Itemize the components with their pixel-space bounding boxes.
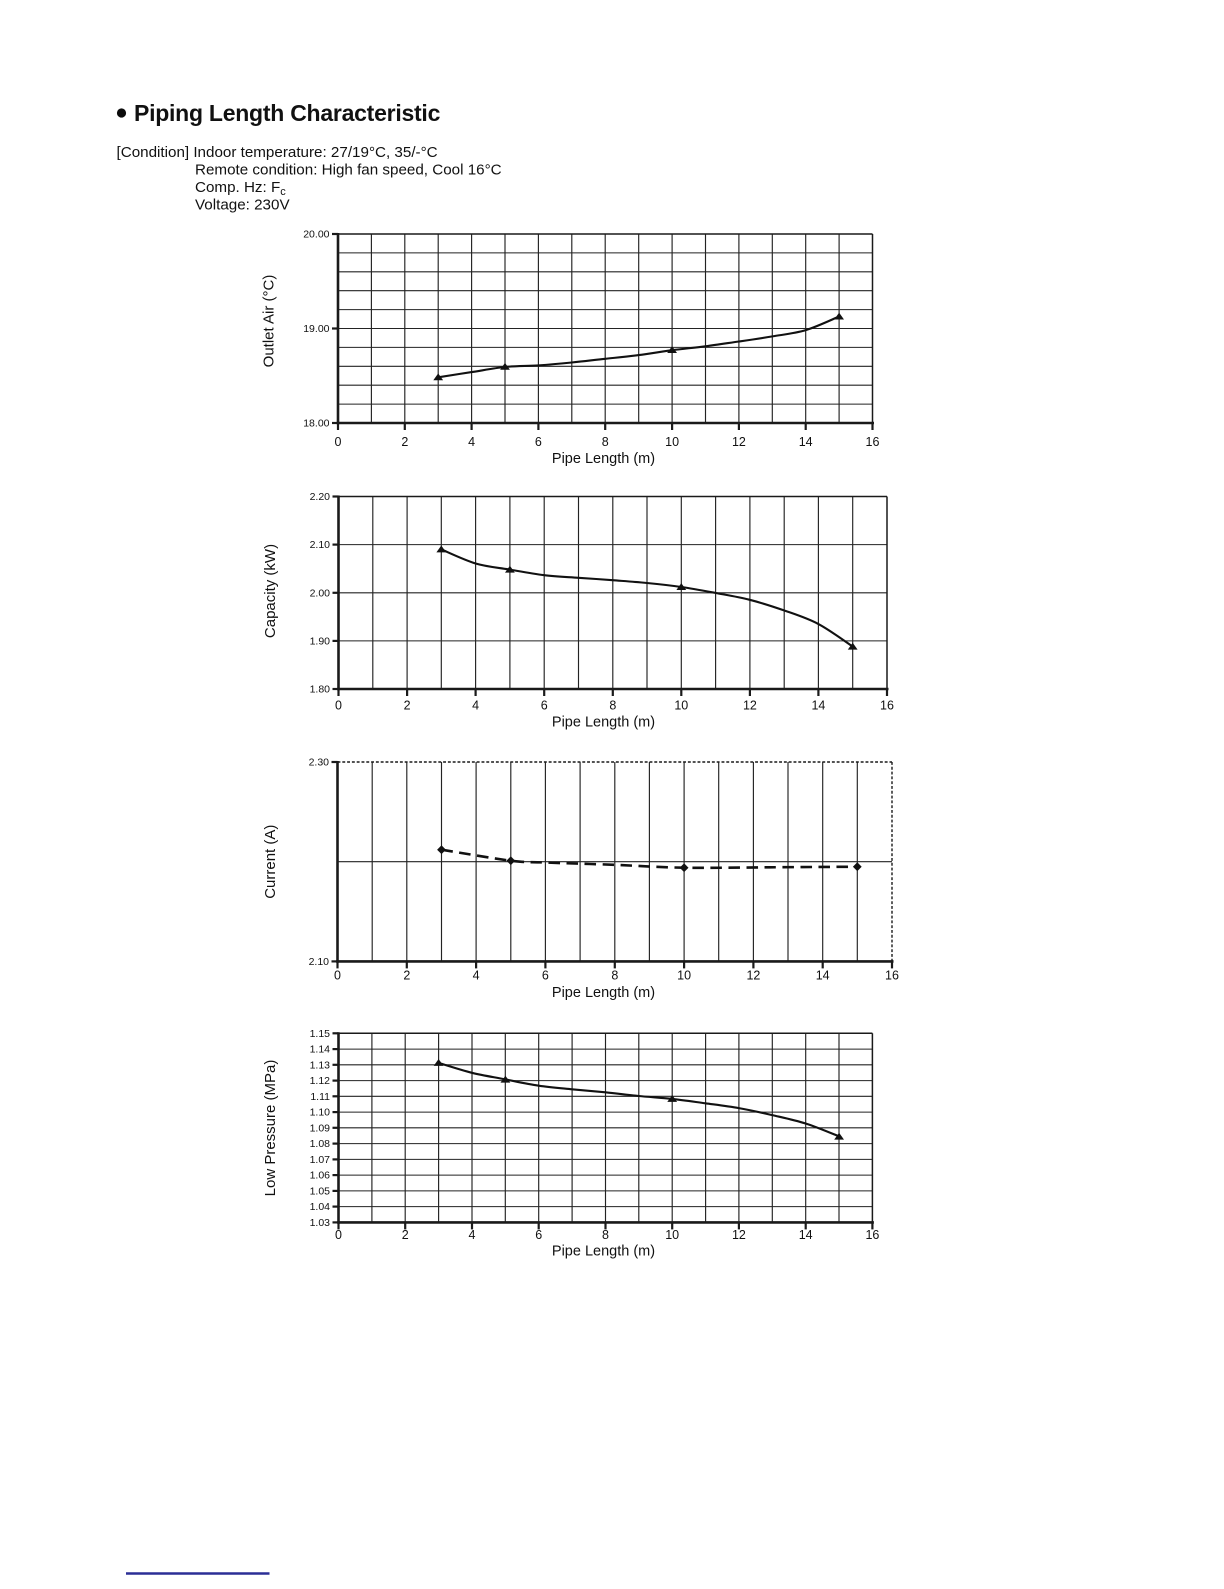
svg-text:2: 2 <box>401 435 408 449</box>
svg-text:1.09: 1.09 <box>310 1122 331 1134</box>
svg-text:16: 16 <box>866 435 880 449</box>
svg-text:1.07: 1.07 <box>310 1154 331 1166</box>
svg-text:10: 10 <box>665 435 679 449</box>
svg-text:4: 4 <box>473 969 480 983</box>
svg-text:Pipe Length (m): Pipe Length (m) <box>552 1244 655 1260</box>
svg-text:[Condition] Indoor temperature: [Condition] Indoor temperature: 27/19°C,… <box>117 144 438 161</box>
svg-text:12: 12 <box>743 699 757 713</box>
svg-text:1.10: 1.10 <box>310 1107 331 1119</box>
svg-text:0: 0 <box>335 435 342 449</box>
svg-text:12: 12 <box>746 969 760 983</box>
svg-text:0: 0 <box>335 699 342 713</box>
svg-text:8: 8 <box>602 1228 609 1242</box>
svg-text:16: 16 <box>880 699 894 713</box>
svg-text:6: 6 <box>541 699 548 713</box>
svg-text:10: 10 <box>677 969 691 983</box>
svg-text:1.14: 1.14 <box>310 1044 331 1056</box>
svg-text:1.15: 1.15 <box>310 1028 331 1040</box>
svg-text:1.03: 1.03 <box>310 1217 331 1229</box>
svg-text:2.30: 2.30 <box>309 757 330 769</box>
svg-text:1.06: 1.06 <box>310 1170 331 1182</box>
svg-text:18.00: 18.00 <box>303 418 329 430</box>
svg-text:Piping Length Characteristic: Piping Length Characteristic <box>134 100 441 126</box>
svg-text:19.00: 19.00 <box>303 323 329 335</box>
svg-text:2.20: 2.20 <box>310 491 331 503</box>
svg-text:16: 16 <box>865 1228 879 1242</box>
svg-text:2: 2 <box>403 969 410 983</box>
svg-text:10: 10 <box>674 699 688 713</box>
svg-text:4: 4 <box>469 1228 476 1242</box>
svg-text:14: 14 <box>799 1228 813 1242</box>
svg-text:14: 14 <box>799 435 813 449</box>
svg-text:0: 0 <box>334 969 341 983</box>
svg-text:Capacity (kW): Capacity (kW) <box>262 544 279 638</box>
svg-text:14: 14 <box>816 969 830 983</box>
svg-text:Voltage: 230V: Voltage: 230V <box>195 197 290 214</box>
svg-text:0: 0 <box>335 1228 342 1242</box>
svg-text:1.80: 1.80 <box>310 684 331 696</box>
svg-text:Pipe Length (m): Pipe Length (m) <box>552 985 655 1001</box>
svg-text:1.90: 1.90 <box>310 636 331 648</box>
svg-text:Pipe Length (m): Pipe Length (m) <box>552 715 655 731</box>
svg-text:Outlet Air (°C): Outlet Air (°C) <box>261 275 278 368</box>
svg-text:8: 8 <box>611 969 618 983</box>
svg-text:8: 8 <box>609 699 616 713</box>
svg-text:2.10: 2.10 <box>309 956 330 968</box>
svg-text:12: 12 <box>732 1228 746 1242</box>
svg-text:Remote condition: High fan spe: Remote condition: High fan speed, Cool 1… <box>195 162 502 179</box>
svg-text:Pipe Length (m): Pipe Length (m) <box>552 451 655 467</box>
svg-text:2: 2 <box>402 1228 409 1242</box>
svg-text:1.05: 1.05 <box>310 1186 331 1198</box>
svg-text:8: 8 <box>602 435 609 449</box>
svg-text:6: 6 <box>535 1228 542 1242</box>
svg-text:1.04: 1.04 <box>310 1201 331 1213</box>
svg-text:2.10: 2.10 <box>310 539 331 551</box>
svg-text:Low Pressure (MPa): Low Pressure (MPa) <box>262 1060 279 1197</box>
svg-text:14: 14 <box>811 699 825 713</box>
svg-text:6: 6 <box>535 435 542 449</box>
svg-text:Current (A): Current (A) <box>262 825 279 899</box>
svg-text:16: 16 <box>885 969 899 983</box>
svg-text:4: 4 <box>472 699 479 713</box>
svg-text:20.00: 20.00 <box>303 229 329 241</box>
svg-text:6: 6 <box>542 969 549 983</box>
svg-text:Comp. Hz: Fc: Comp. Hz: Fc <box>195 179 286 198</box>
svg-text:12: 12 <box>732 435 746 449</box>
svg-text:2.00: 2.00 <box>310 587 331 599</box>
svg-text:1.08: 1.08 <box>310 1138 331 1150</box>
svg-text:4: 4 <box>468 435 475 449</box>
svg-text:2: 2 <box>404 699 411 713</box>
svg-text:1.13: 1.13 <box>310 1059 331 1071</box>
svg-text:1.12: 1.12 <box>310 1075 331 1087</box>
svg-text:1.11: 1.11 <box>310 1091 330 1103</box>
svg-text:10: 10 <box>665 1228 679 1242</box>
